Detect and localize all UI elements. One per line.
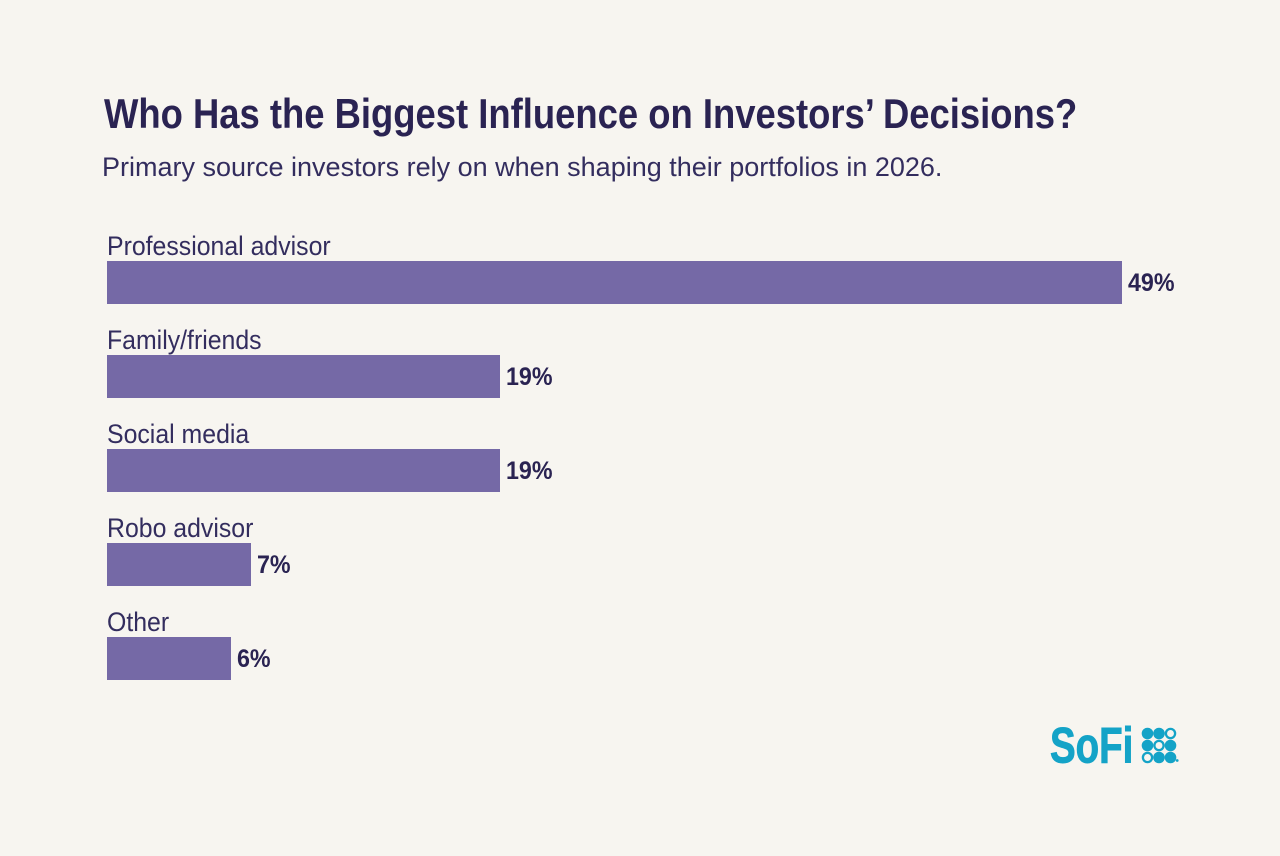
svg-text:SoFi: SoFi bbox=[1050, 720, 1133, 770]
